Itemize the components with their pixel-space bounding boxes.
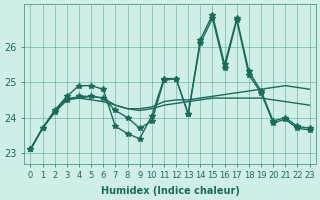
X-axis label: Humidex (Indice chaleur): Humidex (Indice chaleur) <box>100 186 239 196</box>
